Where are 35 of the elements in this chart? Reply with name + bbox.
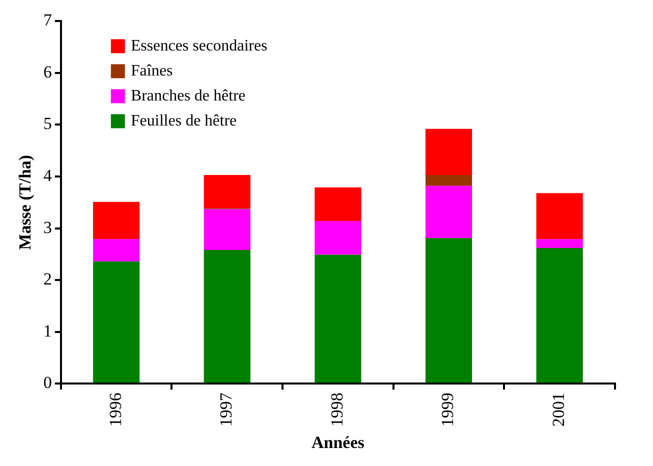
y-axis-title: Masse (T/ha) xyxy=(16,154,35,250)
bar xyxy=(536,248,583,383)
bar xyxy=(93,239,140,262)
bar xyxy=(314,187,362,222)
x-tick-label: 1996 xyxy=(106,392,125,427)
legend-label: Branches de hêtre xyxy=(130,87,246,104)
x-tick-label: 2001 xyxy=(549,392,568,427)
y-tick-label: 4 xyxy=(43,166,52,185)
bar xyxy=(314,254,362,383)
bar xyxy=(314,221,362,255)
x-tick-label: 1997 xyxy=(216,392,236,427)
bar xyxy=(536,193,583,240)
x-axis-title: Années xyxy=(311,433,365,452)
bar xyxy=(426,238,472,383)
y-tick-label: 6 xyxy=(43,62,52,82)
y-tick-label: 0 xyxy=(43,373,52,392)
bar xyxy=(426,174,472,186)
x-tick-label: 1998 xyxy=(327,392,346,427)
bar xyxy=(426,128,472,175)
bar xyxy=(93,261,140,383)
bar xyxy=(204,209,250,250)
legend-label: Essences secondaires xyxy=(130,37,268,54)
y-tick-label: 1 xyxy=(43,321,52,340)
bar xyxy=(93,202,140,240)
bar xyxy=(536,239,583,248)
y-tick-label: 2 xyxy=(43,270,52,289)
y-tick-label: 5 xyxy=(43,114,52,134)
legend-label: Faînes xyxy=(130,62,173,80)
x-tick-label: 1999 xyxy=(438,392,458,427)
bar xyxy=(204,174,250,208)
y-tick-label: 7 xyxy=(43,10,52,30)
bar xyxy=(426,186,472,238)
bar xyxy=(204,250,250,383)
y-tick-label: 3 xyxy=(43,218,52,237)
legend-label: Feuilles de hêtre xyxy=(130,112,237,130)
